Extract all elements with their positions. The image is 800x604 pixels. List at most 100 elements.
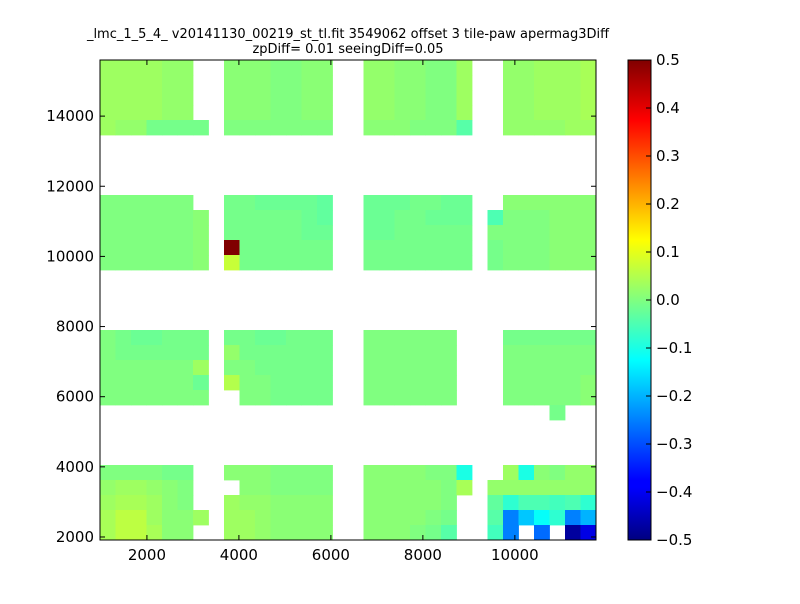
- heatmap-cell: [379, 240, 395, 256]
- heatmap-cell: [146, 345, 163, 361]
- heatmap-cell: [100, 75, 116, 91]
- heatmap-cell: [239, 255, 256, 271]
- heatmap-cell: [162, 360, 178, 376]
- heatmap-cell: [224, 90, 240, 106]
- heatmap-cell: [131, 75, 147, 91]
- heatmap-cell: [131, 480, 147, 496]
- heatmap-cell: [410, 105, 426, 121]
- heatmap-cell: [224, 60, 240, 76]
- heatmap-cell: [177, 480, 194, 496]
- heatmap-cell: [565, 240, 581, 256]
- heatmap-cell: [565, 60, 581, 76]
- heatmap-cell: [301, 480, 318, 496]
- heatmap-cell: [549, 360, 566, 376]
- heatmap-cell: [379, 390, 395, 406]
- heatmap-cell: [301, 510, 318, 526]
- heatmap-cell: [224, 360, 240, 376]
- heatmap-cell: [193, 330, 209, 346]
- heatmap-cell: [177, 345, 194, 361]
- heatmap-cell: [410, 375, 426, 391]
- heatmap-cell: [317, 510, 333, 526]
- heatmap-cell: [146, 360, 163, 376]
- heatmap-cell: [565, 375, 581, 391]
- heatmap-cell: [487, 495, 504, 511]
- heatmap-cell: [379, 210, 395, 226]
- heatmap-cell: [255, 345, 271, 361]
- heatmap-cell: [379, 195, 395, 211]
- heatmap-cell: [518, 225, 535, 241]
- heatmap-cell: [363, 225, 380, 241]
- heatmap-cell: [286, 390, 302, 406]
- heatmap-cell: [270, 345, 287, 361]
- heatmap-cell: [146, 105, 163, 121]
- heatmap-cell: [441, 375, 457, 391]
- heatmap-cell: [162, 465, 178, 481]
- heatmap-cell: [239, 345, 256, 361]
- heatmap-cell: [301, 495, 318, 511]
- heatmap-cell: [100, 495, 116, 511]
- heatmap-cell: [518, 465, 535, 481]
- heatmap-cell: [410, 210, 426, 226]
- heatmap-cell: [394, 225, 411, 241]
- colorbar-tick-label: −0.2: [656, 387, 692, 405]
- heatmap-cell: [379, 525, 395, 541]
- heatmap-cell: [456, 240, 473, 256]
- heatmap-cell: [441, 255, 457, 271]
- heatmap-cell: [580, 390, 597, 406]
- heatmap-cell: [456, 225, 473, 241]
- heatmap-cell: [410, 465, 426, 481]
- heatmap-cell: [270, 360, 287, 376]
- heatmap-cell: [239, 465, 256, 481]
- heatmap-cell: [115, 375, 132, 391]
- heatmap-cell: [286, 240, 302, 256]
- heatmap-cell: [565, 390, 581, 406]
- colorbar-tick-label: 0.4: [656, 99, 680, 117]
- heatmap-cell: [565, 105, 581, 121]
- heatmap-cell: [580, 240, 597, 256]
- heatmap-cell: [100, 240, 116, 256]
- heatmap-cell: [270, 90, 287, 106]
- heatmap-cell: [534, 345, 550, 361]
- heatmap-cell: [580, 75, 597, 91]
- heatmap-cell: [317, 255, 333, 271]
- heatmap-cell: [363, 330, 380, 346]
- heatmap-cell: [239, 90, 256, 106]
- heatmap-cell: [162, 90, 178, 106]
- heatmap-cell: [317, 345, 333, 361]
- heatmap-cell: [534, 480, 550, 496]
- heatmap-cell: [162, 495, 178, 511]
- x-tick-label: 2000: [128, 546, 166, 564]
- heatmap-cell: [239, 525, 256, 541]
- heatmap-cell: [255, 60, 271, 76]
- heatmap-cell: [379, 345, 395, 361]
- heatmap-cell: [518, 120, 535, 136]
- heatmap-cell: [146, 510, 163, 526]
- heatmap-cell: [115, 105, 132, 121]
- heatmap-cell: [503, 495, 519, 511]
- heatmap-cell: [410, 195, 426, 211]
- heatmap-cell: [565, 495, 581, 511]
- heatmap-cell: [503, 465, 519, 481]
- colorbar-tick-label: 0.0: [656, 291, 680, 309]
- heatmap-cell: [301, 375, 318, 391]
- heatmap-cell: [425, 480, 442, 496]
- heatmap-cell: [301, 60, 318, 76]
- heatmap-cell: [503, 195, 519, 211]
- heatmap-cell: [379, 330, 395, 346]
- heatmap-cell: [286, 525, 302, 541]
- heatmap-cell: [549, 465, 566, 481]
- heatmap-cell: [441, 525, 457, 541]
- heatmap-cell: [518, 90, 535, 106]
- heatmap-cell: [410, 60, 426, 76]
- heatmap-cell: [379, 120, 395, 136]
- heatmap-cell: [503, 390, 519, 406]
- heatmap-cell: [317, 330, 333, 346]
- heatmap-cell: [270, 510, 287, 526]
- heatmap-cell: [565, 255, 581, 271]
- heatmap-cell: [425, 225, 442, 241]
- heatmap-cell: [363, 210, 380, 226]
- heatmap-cell: [115, 195, 132, 211]
- heatmap-cell: [363, 240, 380, 256]
- heatmap-cell: [425, 495, 442, 511]
- heatmap-cell: [162, 330, 178, 346]
